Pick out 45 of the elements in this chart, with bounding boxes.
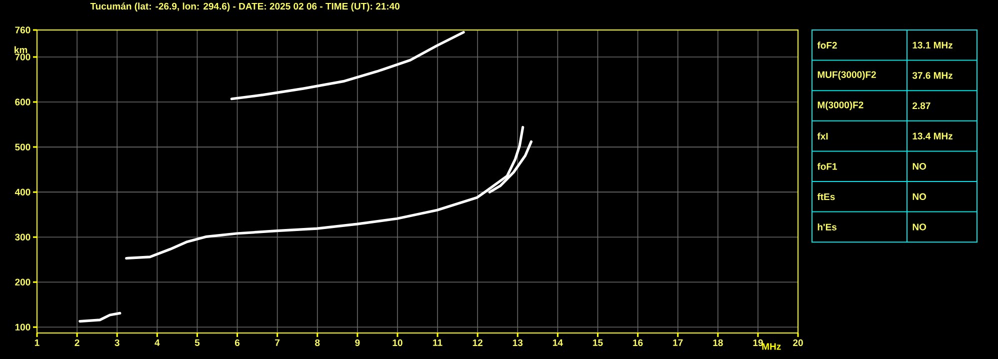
y-tick-label: 700 [15,54,30,60]
x-tick-label: 12 [472,339,482,346]
text: ftEs [817,193,835,200]
text: NO [912,162,926,170]
x-tick-label: 9 [355,339,360,346]
x-tick-label: 7 [275,339,280,346]
x-tick-label: 16 [633,339,643,346]
y-tick-label: 500 [15,144,30,150]
text: h'Es [818,223,836,230]
text: fxI [817,132,828,140]
y-tick-label: 300 [15,234,30,240]
y-tick-label: 100 [15,324,30,331]
text: NO [912,193,926,200]
x-tick-label: 5 [194,339,200,346]
text: 37.6 MHz [912,72,952,79]
x-tick-label: 17 [673,339,683,346]
x-tick-label: 20 [793,339,803,346]
text: 13.4 MHz [912,132,952,140]
chart-title: Tucumán (lat: -26.9, lon: 294.6) - DATE: 2025 02 06 - TIME (UT): 21:40 [90,2,400,12]
text: M(3000)F2 [818,101,864,110]
y-tick-label: 400 [14,188,30,196]
x-tick-label: 6 [234,339,240,346]
x-tick-label: 14 [553,339,563,346]
text: 13.1 MHz [912,42,952,49]
text: foF2 [817,42,837,49]
x-tick-label: 18 [713,339,723,346]
x-tick-label: 4 [154,339,160,346]
x-tick-label: 11 [433,339,442,346]
x-axis-title: MHz [762,343,781,350]
y-tick-label: 760 [15,26,30,34]
text: foF1 [817,162,837,170]
text: NO [912,224,926,230]
text: MUF(3000)F2 [818,71,876,80]
x-tick-label: 10 [392,339,402,346]
y-axis-title: km [14,46,28,54]
x-tick-label: 1 [34,339,40,346]
x-tick-label: 8 [315,339,320,346]
x-tick-label: 3 [114,339,120,346]
x-tick-label: 15 [593,339,603,346]
text: 2.87 [912,102,930,110]
x-tick-label: 19 [753,339,763,346]
y-tick-label: 600 [15,98,30,106]
y-tick-label: 200 [15,278,30,286]
x-tick-label: 13 [512,339,523,346]
x-tick-label: 2 [74,339,80,346]
